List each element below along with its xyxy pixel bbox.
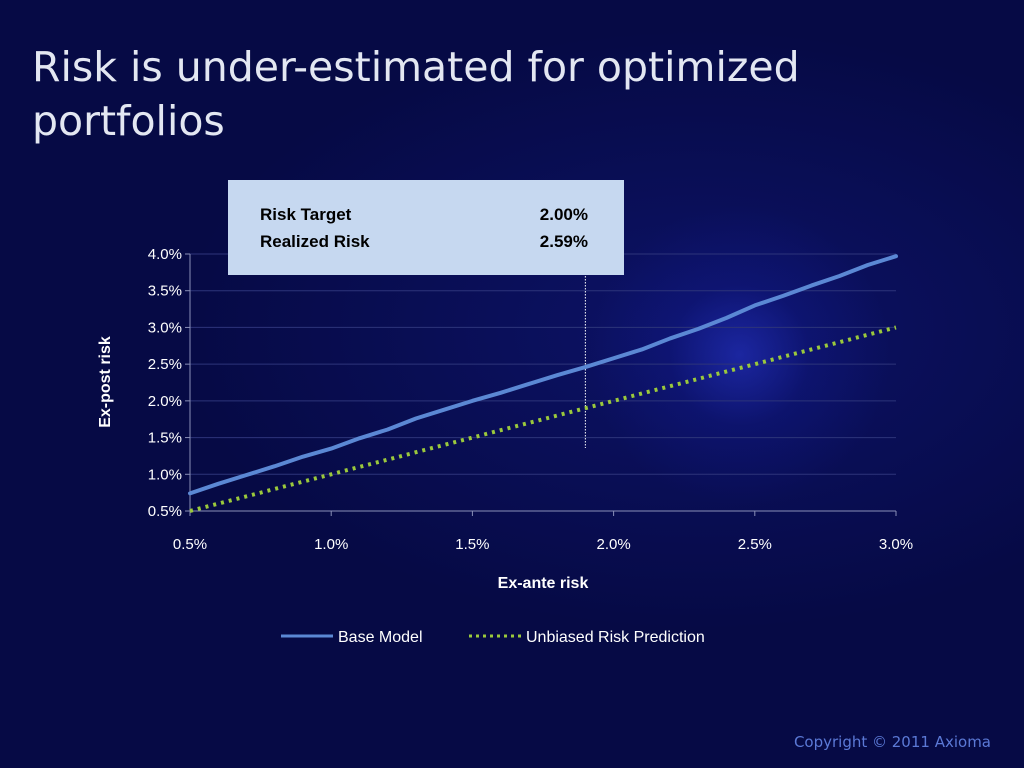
chart-gridlines [190,253,896,475]
y-tick-label: 0.5% [148,503,182,520]
legend-label-unbiased-risk-prediction: Unbiased Risk Prediction [526,629,705,646]
chart-legend: Base Model Unbiased Risk Prediction [281,629,705,646]
x-tick-label: 2.5% [738,536,772,553]
risk-info-box: Risk Target 2.00% Realized Risk 2.59% [228,180,624,275]
chart-axes [185,253,897,516]
y-tick-label: 1.5% [148,430,182,447]
risk-target-row: Risk Target 2.00% [260,205,590,229]
slide-title: Risk is under-estimated for optimized po… [32,43,800,145]
y-tick-label: 2.5% [148,356,182,373]
series-line-unbiased-risk-prediction [189,325,897,513]
x-tick-label: 3.0% [879,536,913,553]
y-tick-label: 1.0% [148,466,182,483]
chart-series [188,254,898,513]
realized-risk-label: Realized Risk [260,232,370,251]
y-tick-label: 3.5% [148,283,182,300]
x-axis-title: Ex-ante risk [498,575,589,592]
legend-label-base-model: Base Model [338,629,423,646]
x-tick-label: 1.5% [455,536,489,553]
series-line-base-model [188,254,898,496]
y-axis-title: Ex-post risk [97,336,114,428]
x-tick-label: 2.0% [596,536,630,553]
copyright-notice: Copyright © 2011 Axioma [793,733,991,751]
realized-risk-row: Realized Risk 2.59% [260,232,590,256]
realized-risk-value: 2.59% [539,232,588,251]
y-tick-label: 4.0% [148,246,182,263]
risk-target-value: 2.00% [539,205,588,224]
chart-tick-labels: 0.5% 1.0% 1.5% 2.0% 2.5% 3.0% 3.5% 4.0% 0.5% 1.0%… [148,246,913,553]
risk-target-label: Risk Target [260,205,352,224]
x-tick-label: 0.5% [173,536,207,553]
x-tick-label: 1.0% [314,536,348,553]
y-tick-label: 2.0% [148,393,182,410]
y-tick-label: 3.0% [148,319,182,336]
